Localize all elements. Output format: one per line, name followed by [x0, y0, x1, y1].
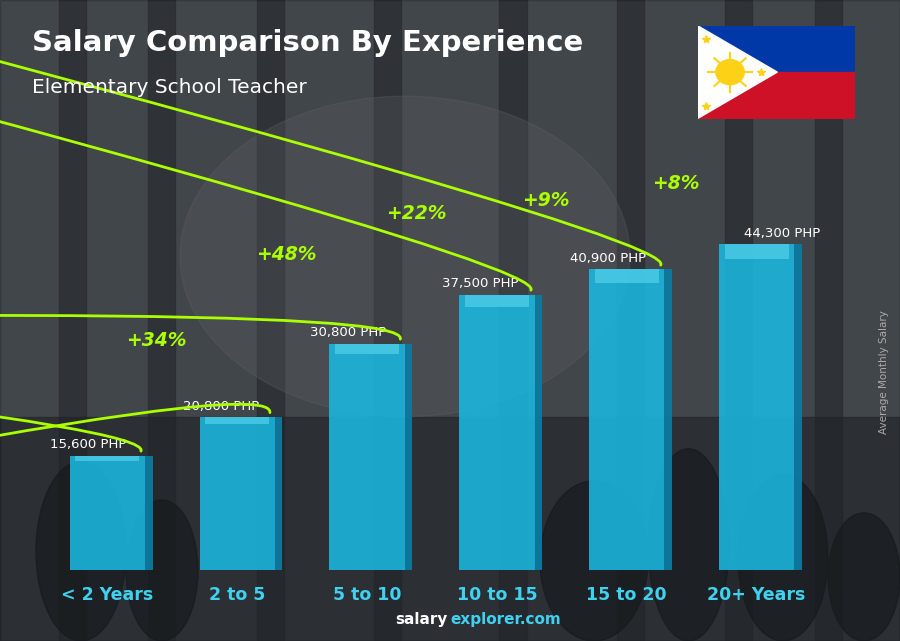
Bar: [724, 244, 788, 259]
Ellipse shape: [540, 481, 648, 641]
Bar: [459, 294, 535, 570]
Text: +9%: +9%: [523, 191, 570, 210]
Bar: [329, 344, 405, 570]
Text: explorer.com: explorer.com: [450, 612, 561, 627]
Bar: [595, 269, 659, 283]
Bar: [335, 344, 399, 354]
Text: +22%: +22%: [386, 204, 446, 223]
Ellipse shape: [738, 474, 828, 641]
Text: Elementary School Teacher: Elementary School Teacher: [32, 78, 306, 97]
Text: Average Monthly Salary: Average Monthly Salary: [878, 310, 889, 434]
Ellipse shape: [648, 449, 729, 641]
Bar: [145, 456, 153, 570]
Text: Salary Comparison By Experience: Salary Comparison By Experience: [32, 29, 583, 57]
Bar: [698, 26, 855, 72]
Bar: [405, 344, 412, 570]
Polygon shape: [698, 26, 778, 119]
Bar: [465, 294, 529, 307]
Bar: [374, 0, 400, 641]
Text: +48%: +48%: [256, 246, 317, 264]
Ellipse shape: [828, 513, 900, 641]
Bar: [590, 269, 664, 570]
Text: 20,800 PHP: 20,800 PHP: [183, 399, 259, 413]
Ellipse shape: [36, 462, 126, 641]
Bar: [200, 417, 274, 570]
Bar: [794, 244, 802, 570]
Bar: [58, 0, 86, 641]
Text: 40,900 PHP: 40,900 PHP: [570, 252, 646, 265]
Text: 44,300 PHP: 44,300 PHP: [743, 227, 820, 240]
Bar: [205, 417, 269, 424]
Text: 15,600 PHP: 15,600 PHP: [50, 438, 127, 451]
Bar: [256, 0, 284, 641]
Bar: [274, 417, 283, 570]
Bar: [814, 0, 842, 641]
Bar: [70, 456, 145, 570]
Text: +8%: +8%: [652, 174, 700, 193]
Bar: [76, 456, 140, 461]
Text: salary: salary: [395, 612, 447, 627]
Text: 37,500 PHP: 37,500 PHP: [443, 277, 519, 290]
Bar: [664, 269, 672, 570]
Bar: [535, 294, 542, 570]
Bar: [0, 417, 900, 641]
Ellipse shape: [180, 96, 630, 417]
Ellipse shape: [126, 500, 198, 641]
Bar: [500, 0, 526, 641]
Text: +34%: +34%: [127, 331, 187, 350]
Bar: [698, 72, 855, 119]
Bar: [724, 0, 751, 641]
Circle shape: [716, 60, 744, 85]
Text: 30,800 PHP: 30,800 PHP: [310, 326, 386, 339]
Bar: [148, 0, 176, 641]
Bar: [719, 244, 794, 570]
Bar: [616, 0, 643, 641]
